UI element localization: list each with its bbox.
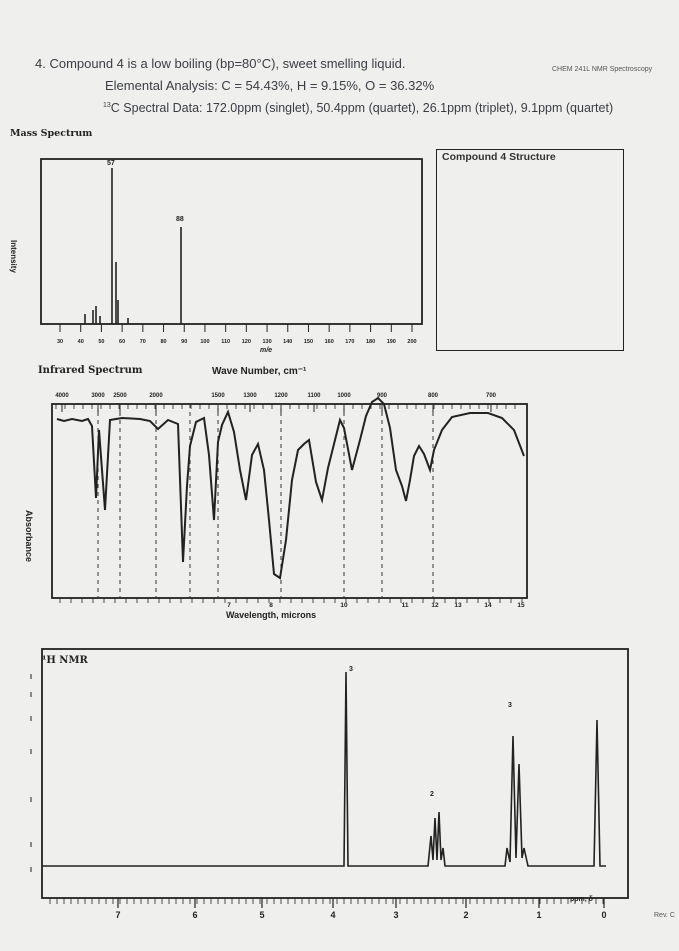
nmr-x-ticks: 7 6 5 4 3 2 1 0 bbox=[49, 898, 607, 920]
ir-top-tick-label: 1300 bbox=[243, 393, 257, 399]
ir-bottom-tick-label: 8 bbox=[269, 602, 273, 609]
ir-top-tick-label: 2000 bbox=[149, 393, 163, 399]
ms-x-ticks: 30 40 50 60 70 80 90 100 110 120 130 140 150 160 170 18… bbox=[57, 324, 417, 345]
ir-bottom-tick-label: 11 bbox=[402, 602, 409, 609]
ms-tick-label: 110 bbox=[221, 339, 230, 345]
ms-tick-label: 140 bbox=[283, 339, 292, 345]
ir-top-tick-label: 900 bbox=[377, 393, 388, 399]
c13-data-text: C Spectral Data: 172.0ppm (singlet), 50.… bbox=[110, 101, 614, 115]
ms-tick-label: 100 bbox=[200, 339, 209, 345]
ms-tick-label: 80 bbox=[160, 339, 166, 345]
ms-tick-label: 60 bbox=[119, 339, 125, 345]
ms-tick-label: 190 bbox=[387, 339, 396, 345]
nmr-integration-label: 3 bbox=[508, 702, 512, 709]
nmr-trace bbox=[42, 671, 606, 867]
nmr-axis-unit: ppm, δ bbox=[570, 896, 593, 903]
structure-answer-box[interactable] bbox=[436, 149, 624, 351]
nmr-tick-label: 0 bbox=[601, 910, 606, 920]
ms-tick-label: 70 bbox=[140, 339, 146, 345]
ms-tick-label: 50 bbox=[98, 339, 104, 345]
ms-peak-label: 57 bbox=[107, 160, 115, 167]
question-text: 4. Compound 4 is a low boiling (bp=80°C)… bbox=[35, 56, 406, 71]
ms-tick-label: 200 bbox=[407, 339, 416, 345]
c13-superscript: 13 bbox=[103, 101, 111, 109]
ms-tick-label: 160 bbox=[325, 339, 334, 345]
nmr-integration-label: 3 bbox=[349, 666, 353, 673]
ir-top-tick-label: 4000 bbox=[55, 393, 69, 399]
ir-bottom-tick-label: 12 bbox=[431, 602, 439, 609]
ms-tick-label: 90 bbox=[181, 339, 187, 345]
ir-top-tick-label: 1000 bbox=[337, 393, 351, 399]
nmr-frame bbox=[41, 648, 629, 899]
nmr-tick-label: 5 bbox=[259, 910, 264, 920]
nmr-tick-label: 4 bbox=[330, 910, 335, 920]
ir-top-tick-label: 700 bbox=[486, 393, 497, 399]
ir-wavenumber-title: Wave Number, cm⁻¹ bbox=[212, 366, 307, 377]
ir-top-tick-label: 1500 bbox=[211, 393, 225, 399]
elemental-analysis: Elemental Analysis: C = 54.43%, H = 9.15… bbox=[105, 78, 435, 93]
ir-spectrum-title: Infrared Spectrum bbox=[38, 365, 143, 376]
nmr-tick-label: 2 bbox=[463, 910, 468, 920]
ir-top-tick-label: 3000 bbox=[91, 393, 105, 399]
course-header: CHEM 241L NMR Spectroscopy bbox=[552, 66, 653, 73]
mass-spectrum-title: Mass Spectrum bbox=[10, 128, 93, 139]
ir-bottom-tick-label: 10 bbox=[340, 602, 348, 609]
ir-top-tick-label: 800 bbox=[428, 393, 439, 399]
ms-peaks bbox=[84, 168, 182, 324]
ir-bottom-tick-label: 14 bbox=[484, 602, 492, 609]
nmr-title: ¹H NMR bbox=[42, 655, 88, 666]
ms-tick-label: 150 bbox=[304, 339, 313, 345]
ir-dashed-guides bbox=[97, 404, 434, 598]
ms-tick-label: 30 bbox=[57, 339, 63, 345]
ms-xlabel: m/e bbox=[260, 347, 273, 354]
ir-bottom-tick-label: 13 bbox=[454, 602, 462, 609]
ms-tick-label: 170 bbox=[345, 339, 354, 345]
structure-box-title: Compound 4 Structure bbox=[442, 151, 556, 163]
ms-tick-label: 40 bbox=[78, 339, 84, 345]
nmr-integration-label: 2 bbox=[430, 791, 434, 798]
ir-trace bbox=[56, 396, 525, 580]
c13-data: 13C Spectral Data: 172.0ppm (singlet), 5… bbox=[103, 101, 613, 115]
ir-bottom-tick-label: 7 bbox=[227, 602, 231, 609]
ir-top-tick-label: 2500 bbox=[113, 393, 127, 399]
ir-top-ticks: 4000 3000 2500 2000 1500 1300 1200 1100 1000 900 8… bbox=[55, 393, 516, 412]
ir-bottom-ticks: 7 8 10 11 12 13 14 15 bbox=[59, 598, 525, 609]
nmr-tick-label: 6 bbox=[192, 910, 197, 920]
ir-top-tick-label: 1200 bbox=[274, 393, 288, 399]
nmr-tick-label: 3 bbox=[393, 910, 398, 920]
ms-tick-label: 130 bbox=[262, 339, 271, 345]
ms-peak-label: 88 bbox=[176, 216, 184, 223]
nmr-tick-label: 1 bbox=[536, 910, 541, 920]
ms-frame bbox=[40, 158, 423, 325]
revision-label: Rev. C bbox=[654, 912, 675, 919]
ir-frame bbox=[51, 403, 528, 599]
ir-top-tick-label: 1100 bbox=[307, 393, 321, 399]
nmr-tick-label: 7 bbox=[115, 910, 120, 920]
ms-tick-label: 120 bbox=[242, 339, 251, 345]
ir-wavelength-title: Wavelength, microns bbox=[226, 610, 317, 620]
ms-tick-label: 180 bbox=[366, 339, 375, 345]
ir-bottom-tick-label: 15 bbox=[517, 602, 525, 609]
